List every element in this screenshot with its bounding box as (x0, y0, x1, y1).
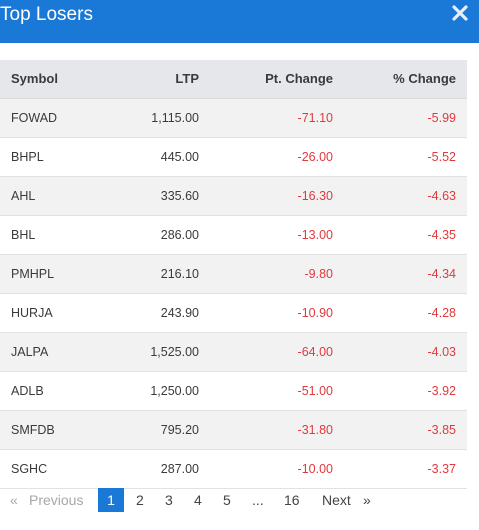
top-losers-table: Symbol LTP Pt. Change % Change FOWAD 1,11… (0, 60, 467, 489)
cell-pct-change: -4.35 (344, 215, 467, 255)
cell-ltp: 287.00 (110, 449, 210, 489)
cell-symbol[interactable]: PMHPL (0, 254, 110, 294)
page-button-5[interactable]: 5 (223, 492, 231, 508)
table-header-row: Symbol LTP Pt. Change % Change (0, 60, 467, 99)
cell-symbol[interactable]: HURJA (0, 293, 110, 333)
table-row[interactable]: PMHPL 216.10 -9.80 -4.34 (0, 254, 467, 294)
previous-button[interactable]: Previous (29, 492, 84, 508)
cell-pct-change: -3.85 (344, 410, 467, 450)
cell-pt-change: -31.80 (210, 410, 344, 450)
cell-symbol[interactable]: JALPA (0, 332, 110, 372)
cell-symbol[interactable]: BHPL (0, 137, 110, 177)
cell-pct-change: -4.03 (344, 332, 467, 372)
table-row[interactable]: HURJA 243.90 -10.90 -4.28 (0, 293, 467, 333)
cell-pct-change: -5.99 (344, 98, 467, 138)
cell-pct-change: -3.37 (344, 449, 467, 489)
table-row[interactable]: FOWAD 1,115.00 -71.10 -5.99 (0, 98, 467, 138)
table-row[interactable]: SMFDB 795.20 -31.80 -3.85 (0, 410, 467, 450)
prev-arrow[interactable]: « (10, 492, 18, 508)
page-button-1[interactable]: 1 (98, 488, 124, 512)
table-row[interactable]: SGHC 287.00 -10.00 -3.37 (0, 449, 467, 489)
table-row[interactable]: BHPL 445.00 -26.00 -5.52 (0, 137, 467, 177)
page-button-3[interactable]: 3 (165, 492, 173, 508)
cell-ltp: 286.00 (110, 215, 210, 255)
cell-pct-change: -5.52 (344, 137, 467, 177)
modal-header: Top Losers (0, 0, 479, 43)
table-row[interactable]: AHL 335.60 -16.30 -4.63 (0, 176, 467, 216)
cell-pt-change: -51.00 (210, 371, 344, 411)
page-button-16[interactable]: 16 (284, 492, 300, 508)
table-row[interactable]: BHL 286.00 -13.00 -4.35 (0, 215, 467, 255)
page-button-2[interactable]: 2 (136, 492, 144, 508)
cell-symbol[interactable]: ADLB (0, 371, 110, 411)
cell-pt-change: -9.80 (210, 254, 344, 294)
table-row[interactable]: JALPA 1,525.00 -64.00 -4.03 (0, 332, 467, 372)
cell-pt-change: -64.00 (210, 332, 344, 372)
cell-ltp: 795.20 (110, 410, 210, 450)
page-button-4[interactable]: 4 (194, 492, 202, 508)
cell-ltp: 445.00 (110, 137, 210, 177)
cell-pt-change: -10.90 (210, 293, 344, 333)
close-icon[interactable] (451, 4, 469, 22)
table-row[interactable]: ADLB 1,250.00 -51.00 -3.92 (0, 371, 467, 411)
next-button[interactable]: Next (322, 492, 351, 508)
cell-pct-change: -4.28 (344, 293, 467, 333)
cell-pt-change: -13.00 (210, 215, 344, 255)
cell-pt-change: -10.00 (210, 449, 344, 489)
modal-title: Top Losers (0, 4, 93, 25)
column-header-ltp[interactable]: LTP (110, 60, 210, 99)
cell-ltp: 335.60 (110, 176, 210, 216)
cell-pt-change: -26.00 (210, 137, 344, 177)
cell-symbol[interactable]: BHL (0, 215, 110, 255)
pagination: « Previous 1 2 3 4 5 ... 16 Next » (0, 488, 479, 512)
cell-ltp: 1,250.00 (110, 371, 210, 411)
cell-pt-change: -16.30 (210, 176, 344, 216)
pagination-ellipsis: ... (252, 492, 264, 508)
cell-ltp: 1,115.00 (110, 98, 210, 138)
cell-symbol[interactable]: AHL (0, 176, 110, 216)
cell-symbol[interactable]: SMFDB (0, 410, 110, 450)
cell-ltp: 243.90 (110, 293, 210, 333)
cell-ltp: 216.10 (110, 254, 210, 294)
cell-pct-change: -4.34 (344, 254, 467, 294)
next-arrow[interactable]: » (363, 492, 371, 508)
column-header-pt-change[interactable]: Pt. Change (210, 60, 344, 99)
cell-symbol[interactable]: SGHC (0, 449, 110, 489)
column-header-symbol[interactable]: Symbol (0, 60, 110, 99)
cell-symbol[interactable]: FOWAD (0, 98, 110, 138)
column-header-pct-change[interactable]: % Change (344, 60, 467, 99)
cell-pct-change: -3.92 (344, 371, 467, 411)
cell-pt-change: -71.10 (210, 98, 344, 138)
cell-pct-change: -4.63 (344, 176, 467, 216)
cell-ltp: 1,525.00 (110, 332, 210, 372)
